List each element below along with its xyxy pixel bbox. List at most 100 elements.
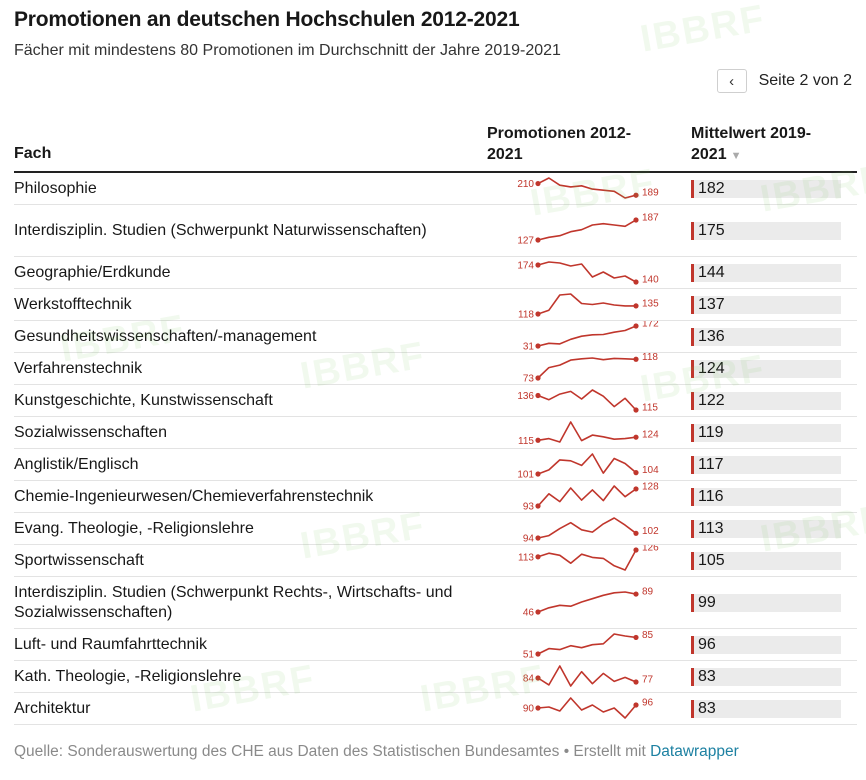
sparkline-first-label: 46 <box>523 608 535 619</box>
sparkline-end-point <box>633 547 639 553</box>
sparkline-last-label: 89 <box>642 587 654 598</box>
column-header-mittelwert-label: Mittelwert 2019-2021 <box>691 125 812 163</box>
mittelwert-bar-fill <box>691 700 694 718</box>
sparkline-start-point <box>535 237 541 243</box>
sparkline-first-label: 84 <box>523 674 535 685</box>
sparkline-series <box>537 485 637 507</box>
sparkline-first-label: 51 <box>523 650 535 661</box>
mittelwert-bar-fill <box>691 594 694 612</box>
sparkline-end-point <box>633 192 639 198</box>
mittelwert-bar: 113 <box>691 520 841 538</box>
sparkline-end-point <box>633 634 639 641</box>
mittelwert-bar: 137 <box>691 296 841 314</box>
mittelwert-bar: 122 <box>691 392 841 410</box>
mittelwert-bar: 83 <box>691 668 841 686</box>
table-row: Anglistik/Englisch 101 104 117 <box>14 449 857 481</box>
table-row: Interdisziplin. Studien (Schwerpunkt Nat… <box>14 205 857 257</box>
sparkline-start-point <box>535 311 541 317</box>
mittelwert-value: 136 <box>698 328 725 345</box>
sparkline-end-point <box>633 407 639 413</box>
fach-cell: Interdisziplin. Studien (Schwerpunkt Nat… <box>14 221 427 239</box>
table-row: Kath. Theologie, -Religionslehre 84 77 83 <box>14 661 857 693</box>
sparkline-first-label: 210 <box>517 179 534 190</box>
mittelwert-value: 175 <box>698 222 725 239</box>
fach-cell: Architektur <box>14 699 91 717</box>
sparkline-last-label: 189 <box>642 188 659 199</box>
sparkline-series <box>537 697 637 719</box>
column-header-promotionen[interactable]: Promotionen 2012-2021 <box>487 125 632 163</box>
sparkline-start-point <box>535 609 541 615</box>
mittelwert-bar-fill <box>691 180 694 198</box>
pagination: ‹ Seite 2 von 2 <box>716 69 852 93</box>
table-row: Werkstofftechnik 118 135 137 <box>14 289 857 321</box>
header-divider <box>14 171 857 173</box>
mittelwert-bar-fill <box>691 456 694 474</box>
sparkline: 127 187 <box>517 213 659 247</box>
sparkline-series <box>537 453 637 475</box>
fach-cell: Geographie/Erdkunde <box>14 263 171 281</box>
sparkline: 84 77 <box>523 665 654 687</box>
sparkline-first-label: 31 <box>523 342 535 353</box>
table-row: Architektur 90 96 83 <box>14 693 857 725</box>
mittelwert-bar-fill <box>691 392 694 410</box>
sparkline-start-point <box>535 375 541 381</box>
sparkline-series <box>537 517 637 539</box>
fach-cell: Luft- und Raumfahrttechnik <box>14 635 207 653</box>
table-row: Sportwissenschaft 113 126 105 <box>14 545 857 577</box>
fach-cell: Anglistik/Englisch <box>14 455 139 473</box>
sparkline: 115 124 <box>518 421 659 447</box>
table-row: Philosophie 210 189 182 <box>14 173 857 205</box>
mittelwert-bar-fill <box>691 222 694 240</box>
sparkline-start-point <box>535 262 541 268</box>
sparkline-first-label: 136 <box>517 391 534 402</box>
table-row: Evang. Theologie, -Religionslehre 94 102 11… <box>14 513 857 545</box>
sparkline-last-label: 187 <box>642 213 659 224</box>
mittelwert-bar-fill <box>691 264 694 282</box>
prev-page-button[interactable]: ‹ <box>716 69 747 93</box>
sparkline: 51 85 <box>523 630 654 661</box>
sparkline-series <box>537 591 637 613</box>
table-row: Chemie-Ingenieurwesen/Chemieverfahrenste… <box>14 481 857 513</box>
sparkline: 46 89 <box>523 587 654 619</box>
sparkline-last-label: 115 <box>642 403 658 414</box>
chart-title: Promotionen an deutschen Hochschulen 201… <box>14 8 520 31</box>
sparkline-end-point <box>633 217 639 223</box>
sparkline-last-label: 135 <box>642 298 659 309</box>
sparkline-start-point <box>535 392 541 399</box>
mittelwert-bar-fill <box>691 636 694 654</box>
datawrapper-link[interactable]: Datawrapper <box>650 743 739 760</box>
sparkline-first-label: 174 <box>517 261 534 272</box>
sparkline-start-point <box>535 554 541 560</box>
mittelwert-bar: 105 <box>691 552 841 570</box>
sparkline-end-point <box>633 486 639 492</box>
sparkline-series <box>537 325 637 347</box>
mittelwert-value: 113 <box>698 520 724 537</box>
sparkline-last-label: 140 <box>642 275 659 286</box>
sparkline-first-label: 101 <box>517 470 534 481</box>
mittelwert-bar-fill <box>691 360 694 378</box>
sparkline-start-point <box>535 503 541 509</box>
footer: Quelle: Sonderauswertung des CHE aus Dat… <box>14 743 739 761</box>
mittelwert-value: 116 <box>698 488 724 505</box>
page-indicator: Seite 2 von 2 <box>758 72 852 89</box>
sparkline-start-point <box>535 471 541 477</box>
table-row: Interdisziplin. Studien (Schwerpunkt Rec… <box>14 577 857 629</box>
column-header-fach[interactable]: Fach <box>14 145 52 162</box>
mittelwert-value: 124 <box>698 360 725 377</box>
mittelwert-bar: 119 <box>691 424 841 442</box>
fach-cell: Kath. Theologie, -Religionslehre <box>14 667 242 685</box>
column-header-mittelwert[interactable]: Mittelwert 2019-2021 ▼ <box>691 123 851 167</box>
mittelwert-bar-fill <box>691 328 694 346</box>
sparkline-last-label: 126 <box>642 545 659 554</box>
sparkline-last-label: 172 <box>642 321 659 330</box>
mittelwert-value: 144 <box>698 264 725 281</box>
mittelwert-value: 105 <box>698 552 725 569</box>
mittelwert-bar: 182 <box>691 180 841 198</box>
sparkline-series <box>537 261 637 283</box>
sparkline-start-point <box>535 705 541 711</box>
mittelwert-value: 137 <box>698 296 725 313</box>
sparkline-start-point <box>535 343 541 349</box>
sparkline-end-point <box>633 434 639 440</box>
mittelwert-bar-fill <box>691 296 694 314</box>
chevron-left-icon: ‹ <box>729 72 735 90</box>
